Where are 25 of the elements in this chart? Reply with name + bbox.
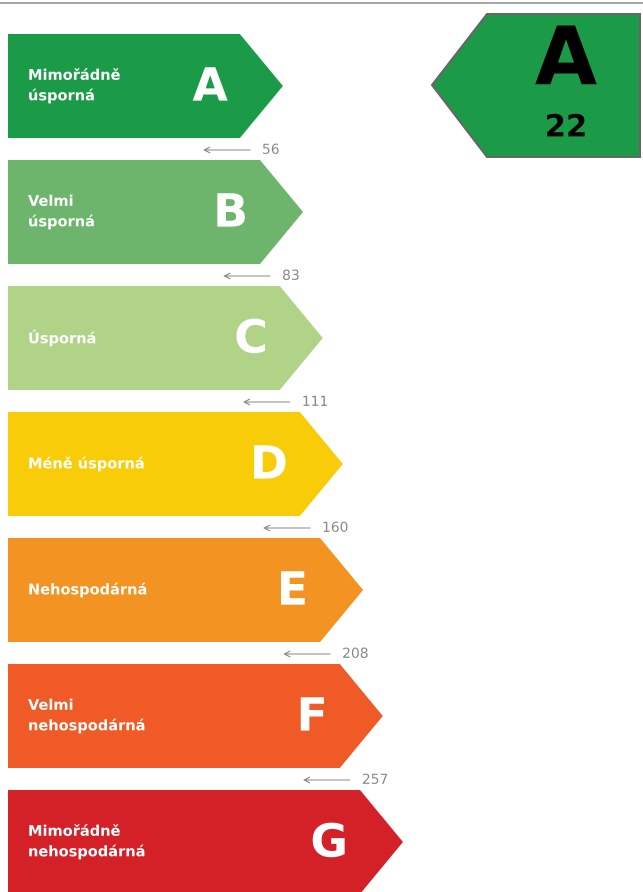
annotation: 83	[283, 270, 299, 280]
text: 22	[547, 114, 585, 136]
annotation: Mimořádně úsporná	[29, 68, 120, 104]
text: A	[535, 26, 597, 84]
bar	[8, 412, 343, 516]
y-tick-label: F	[300, 697, 324, 731]
annotation: 257	[362, 774, 388, 784]
y-tick-label: B	[217, 193, 245, 227]
annotation: Velmi úsporná	[28, 194, 94, 230]
bar	[8, 538, 364, 642]
annotation: 208	[343, 648, 368, 658]
annotation: 160	[323, 522, 348, 532]
annotation: Mimořádně nehospodárná	[29, 824, 144, 860]
y-tick-label: D	[254, 445, 286, 479]
annotation: Úsporná	[29, 330, 96, 346]
annotation: Nehospodárná	[29, 582, 146, 598]
y-tick-label: E	[281, 571, 305, 605]
y-tick-label: G	[312, 822, 345, 858]
annotation: Méně úsporná	[29, 456, 144, 472]
bar	[8, 664, 383, 768]
annotation: Velmi nehospodárná	[28, 698, 144, 734]
annotation: 56	[262, 144, 279, 154]
bar	[8, 286, 323, 390]
annotation: 111	[303, 396, 328, 406]
y-tick-label: C	[236, 318, 265, 354]
